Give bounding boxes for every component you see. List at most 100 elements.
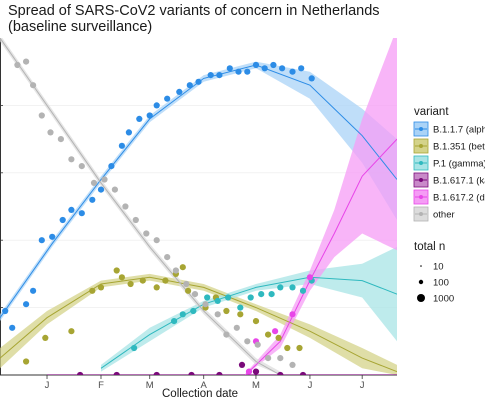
data-point: [47, 129, 54, 136]
data-point: [111, 186, 118, 193]
data-point: [277, 355, 284, 362]
data-point: [247, 294, 254, 301]
chart-title: Spread of SARS-CoV2 variants of concern …: [8, 3, 380, 35]
data-point: [226, 65, 233, 72]
size-legend-dot: [420, 265, 422, 267]
data-point: [77, 371, 84, 375]
data-point: [29, 82, 37, 89]
data-point: [225, 294, 232, 301]
x-tick-label: J: [308, 380, 313, 391]
x-tick-label: J: [45, 380, 50, 391]
x-tick-label: M: [146, 380, 154, 391]
data-point: [299, 371, 307, 375]
data-point: [38, 237, 45, 244]
legend-label: B.1.1.7 (alpha: [433, 125, 485, 136]
data-point: [277, 284, 284, 291]
data-point: [122, 203, 129, 210]
data-point: [245, 368, 253, 375]
data-point: [2, 307, 9, 315]
data-point: [252, 61, 260, 69]
ribbon-B.1.617.2: [245, 38, 397, 375]
data-point: [176, 88, 183, 95]
data-point: [108, 163, 115, 170]
legend-title: variant: [414, 106, 449, 118]
data-point: [14, 61, 21, 69]
data-point: [235, 68, 242, 75]
data-point: [279, 65, 286, 72]
x-tick-label: A: [201, 380, 208, 391]
data-point: [136, 115, 143, 122]
legend-key-dot: [419, 127, 423, 131]
data-point: [68, 156, 75, 163]
data-point: [185, 287, 192, 294]
data-point: [261, 65, 268, 72]
data-point: [118, 274, 125, 281]
data-point: [131, 344, 138, 352]
data-point: [289, 284, 296, 291]
data-point: [153, 284, 160, 291]
legend-key-dot: [419, 144, 423, 148]
data-point: [186, 82, 193, 89]
data-point: [183, 280, 190, 288]
data-point: [164, 95, 171, 102]
x-tick-label: J: [360, 380, 365, 391]
data-point: [277, 371, 284, 375]
size-legend-dot: [418, 279, 424, 285]
data-point: [289, 311, 296, 318]
data-point: [49, 233, 56, 240]
data-point: [216, 72, 223, 79]
legend-key-dot: [419, 195, 423, 199]
data-point: [275, 334, 282, 341]
data-point: [162, 277, 169, 284]
data-point: [223, 331, 230, 338]
size-legend-label: 1000: [433, 294, 454, 305]
data-point: [238, 361, 246, 368]
data-point: [268, 291, 275, 298]
data-point: [23, 58, 30, 65]
data-point: [90, 179, 98, 186]
data-point: [89, 287, 96, 294]
legend-label: other: [433, 210, 455, 221]
data-point: [284, 344, 291, 352]
data-point: [68, 206, 75, 213]
legend-key-dot: [419, 178, 423, 182]
data-point: [97, 186, 105, 193]
data-point: [29, 287, 37, 294]
data-point: [78, 163, 85, 170]
data-point: [265, 355, 272, 362]
data-point: [306, 274, 313, 281]
data-point: [191, 291, 199, 298]
data-point: [252, 318, 260, 325]
legend-label: B.1.351 (beta: [433, 142, 485, 153]
data-point: [298, 65, 305, 72]
fit-line-B.1.351: [0, 276, 397, 373]
data-point: [23, 358, 30, 365]
legend-label: B.1.617.2 (de: [433, 193, 485, 204]
data-point: [272, 328, 279, 335]
data-point: [101, 176, 108, 183]
data-point: [244, 338, 251, 345]
data-point: [59, 216, 66, 224]
data-point: [23, 301, 30, 308]
data-point: [254, 341, 261, 348]
data-point: [127, 280, 134, 288]
data-point: [132, 216, 139, 224]
plot-layer: [0, 38, 397, 375]
data-point: [223, 307, 230, 315]
legend-label: P.1 (gamma): [433, 159, 485, 170]
data-point: [233, 324, 240, 331]
data-point: [244, 68, 251, 75]
fit-line-B.1.1.7: [0, 64, 397, 318]
data-point: [214, 311, 221, 318]
data-point: [153, 102, 160, 109]
legend-label: B.1.617.1 (ka: [433, 176, 485, 187]
fit-line-other: [0, 38, 281, 375]
data-point: [195, 78, 202, 85]
data-point: [171, 318, 178, 325]
chart-title-line2: (baseline surveillance): [8, 19, 153, 35]
data-point: [139, 277, 146, 284]
size-legend-title: total n: [414, 241, 446, 253]
data-point: [125, 129, 132, 136]
data-point: [216, 371, 223, 375]
